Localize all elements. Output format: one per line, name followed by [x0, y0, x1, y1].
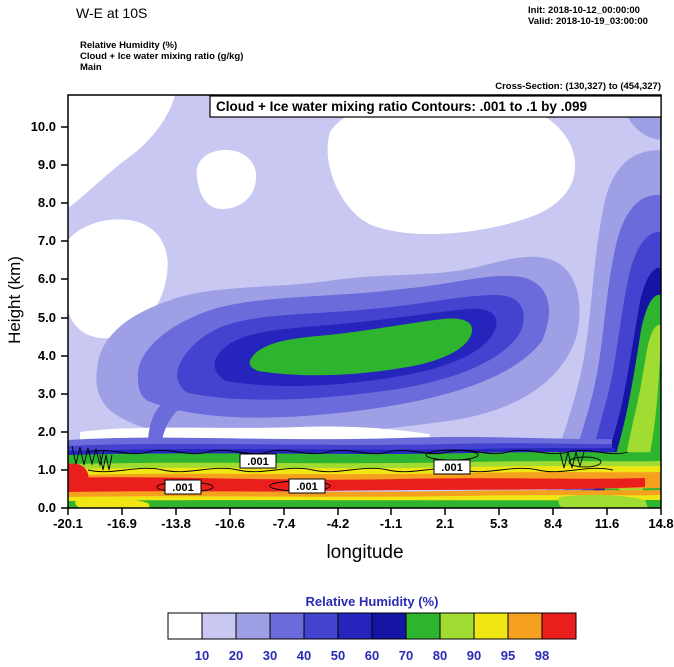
- cloud-contour-zigzag-right: [559, 450, 585, 469]
- x-tick-label: -7.4: [273, 516, 296, 531]
- contour-label-box: [433, 459, 471, 475]
- init-timestamp: Init: 2018-10-12_00:00:00: [528, 5, 640, 16]
- rh-region-connector: [148, 396, 188, 441]
- rh-blob-yellow-bottomleft: [75, 497, 150, 508]
- y-tick-label: 1.0: [38, 462, 56, 477]
- colorbar-cell: [507, 612, 543, 640]
- x-tick-label: -1.1: [380, 516, 402, 531]
- rh-strip-red: [68, 477, 645, 495]
- rh-strip-green-bottom: [68, 500, 661, 508]
- cloud-contour-bottom: [87, 467, 614, 473]
- x-tick-label: 2.1: [436, 516, 454, 531]
- colorbar-cell: [303, 612, 339, 640]
- colorbar-cell: [541, 612, 577, 640]
- colorbar-cells: [167, 612, 577, 640]
- x-tick-marks: [67, 508, 662, 515]
- plot-title-box: [209, 95, 662, 118]
- x-tick-label: -13.8: [161, 516, 191, 531]
- colorbar-label: 10: [195, 648, 209, 663]
- colorbar-title: Relative Humidity (%): [306, 594, 439, 609]
- cloud-contour-labels: .001 .001 .001 .001: [164, 453, 471, 495]
- colorbar-cell: [473, 612, 509, 640]
- colorbar-label: 90: [467, 648, 481, 663]
- field-line-rh: Relative Humidity (%): [80, 40, 177, 51]
- colorbar-label: 95: [501, 648, 515, 663]
- y-axis: 0.0 1.0 2.0 3.0 4.0 5.0 6.0 7.0 8.0 9.0 …: [5, 119, 68, 515]
- contour-label: .001: [296, 481, 317, 493]
- contour-label-box: [288, 478, 326, 494]
- x-tick-label: 5.3: [490, 516, 508, 531]
- colorbar-cell: [371, 612, 407, 640]
- y-tick-label: 10.0: [31, 119, 56, 134]
- colorbar-cell: [269, 612, 305, 640]
- colorbar-label: 50: [331, 648, 345, 663]
- y-tick-marks: [61, 126, 68, 509]
- plot-title: Cloud + Ice water mixing ratio Contours:…: [216, 99, 587, 114]
- x-tick-label: -20.1: [53, 516, 83, 531]
- valid-timestamp: Valid: 2018-10-19_03:00:00: [528, 16, 648, 27]
- contour-label-box: [164, 479, 202, 495]
- cloud-contour-zigzag-left2: [99, 454, 113, 471]
- rh-blob-yellowgreen-bottomright: [558, 494, 648, 508]
- x-tick-label: -16.9: [107, 516, 137, 531]
- contour-label: .001: [247, 456, 268, 468]
- y-tick-label: 0.0: [38, 500, 56, 515]
- colorbar-label: 80: [433, 648, 447, 663]
- x-axis-title: longitude: [326, 542, 403, 563]
- x-tick-label: -10.6: [215, 516, 245, 531]
- contour-label-box: [239, 453, 277, 469]
- colorbar-label: 40: [297, 648, 311, 663]
- figure-title: W-E at 10S: [76, 5, 147, 21]
- rh-region-midband-green: [249, 318, 473, 376]
- cross-section-coords: Cross-Section: (130,327) to (454,327): [495, 81, 661, 92]
- colorbar: Relative Humidity (%) 10 20 30 40 50 60 …: [167, 594, 577, 663]
- rh-blob-red-leftedge: [68, 463, 89, 492]
- rh-region-column-yellowgreen: [619, 324, 661, 494]
- y-axis-title: Height (km): [5, 256, 24, 344]
- y-tick-label: 2.0: [38, 424, 56, 439]
- contour-label: .001: [441, 462, 462, 474]
- y-tick-label: 5.0: [38, 310, 56, 325]
- rh-filled-contours: .001 .001 .001 .001: [68, 95, 661, 508]
- y-tick-label: 6.0: [38, 271, 56, 286]
- x-tick-label: 14.8: [648, 516, 673, 531]
- y-tick-label: 4.0: [38, 348, 56, 363]
- colorbar-cell: [337, 612, 373, 640]
- colorbar-cell: [201, 612, 237, 640]
- colorbar-label: 60: [365, 648, 379, 663]
- x-axis: -20.1 -16.9 -13.8 -10.6 -7.4 -4.2 -1.1 2…: [53, 508, 674, 563]
- rh-region-dry-center: [327, 100, 576, 235]
- y-tick-label: 8.0: [38, 195, 56, 210]
- colorbar-label: 30: [263, 648, 277, 663]
- rh-region-dry-leftmid: [68, 219, 168, 339]
- cloud-contour-zigzag-left: [71, 445, 105, 467]
- y-tick-label: 7.0: [38, 233, 56, 248]
- colorbar-label: 20: [229, 648, 243, 663]
- plot-border: [67, 94, 662, 509]
- x-tick-label: -4.2: [327, 516, 349, 531]
- x-tick-label: 8.4: [544, 516, 563, 531]
- field-line-main: Main: [80, 62, 102, 73]
- rh-region-dry-topleft: [68, 95, 175, 208]
- y-tick-label: 3.0: [38, 386, 56, 401]
- y-tick-label: 9.0: [38, 157, 56, 172]
- colorbar-cell: [405, 612, 441, 640]
- field-line-cloud: Cloud + Ice water mixing ratio (g/kg): [80, 51, 243, 62]
- colorbar-label: 98: [535, 648, 549, 663]
- cloud-contour-loop-4: [568, 456, 602, 468]
- rh-region-dry-small: [196, 150, 257, 209]
- colorbar-cell: [235, 612, 271, 640]
- contour-label: .001: [172, 482, 193, 494]
- cloud-contour-top: [87, 449, 629, 455]
- colorbar-cell: [167, 612, 203, 640]
- x-tick-label: 11.6: [595, 516, 620, 531]
- colorbar-label: 70: [399, 648, 413, 663]
- colorbar-cell: [439, 612, 475, 640]
